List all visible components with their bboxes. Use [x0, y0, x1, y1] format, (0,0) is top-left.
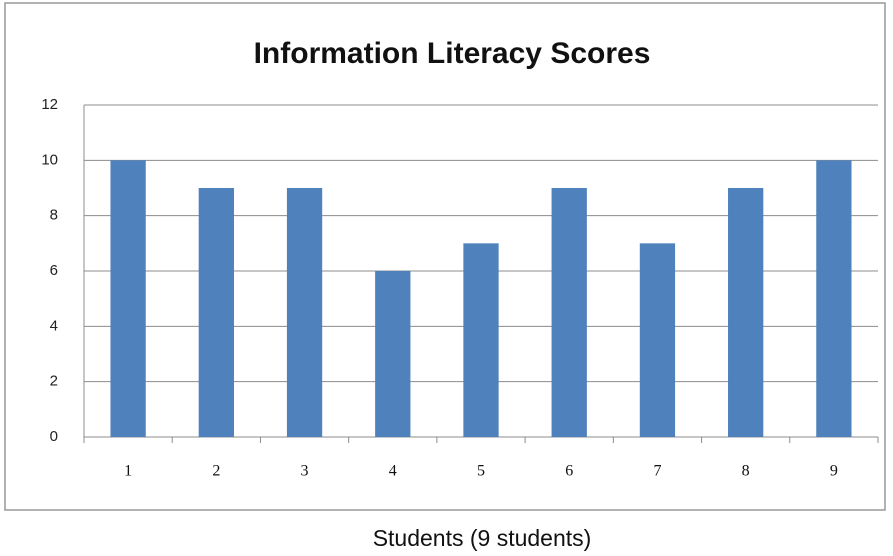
y-tick-label: 10: [41, 151, 58, 168]
x-tick-label: 3: [301, 463, 309, 480]
x-tick-label: 7: [653, 463, 661, 480]
x-axis-label: Students (9 students): [373, 525, 592, 551]
x-tick-label: 9: [830, 463, 838, 480]
x-tick-label: 6: [565, 463, 573, 480]
x-tick-label: 8: [742, 463, 750, 480]
x-tick-label: 1: [124, 463, 132, 480]
x-tick-label: 2: [212, 463, 220, 480]
bar: [375, 271, 411, 437]
bar: [286, 188, 323, 437]
x-tick-label: 5: [477, 463, 485, 480]
y-tick-label: 8: [50, 207, 58, 224]
y-tick-label: 4: [50, 317, 58, 334]
y-tick-label: 12: [41, 96, 58, 113]
bar: [639, 243, 676, 437]
x-tick-label: 4: [389, 463, 397, 480]
bar: [198, 188, 234, 437]
y-tick-label: 0: [50, 428, 58, 445]
bar: [110, 160, 146, 438]
y-tick-label: 2: [50, 373, 58, 390]
bar: [551, 188, 587, 437]
y-tick-label: 6: [50, 262, 58, 279]
chart-title: Information Literacy Scores: [254, 37, 651, 70]
bar: [728, 188, 764, 437]
bar: [816, 160, 852, 438]
bar: [463, 243, 499, 437]
